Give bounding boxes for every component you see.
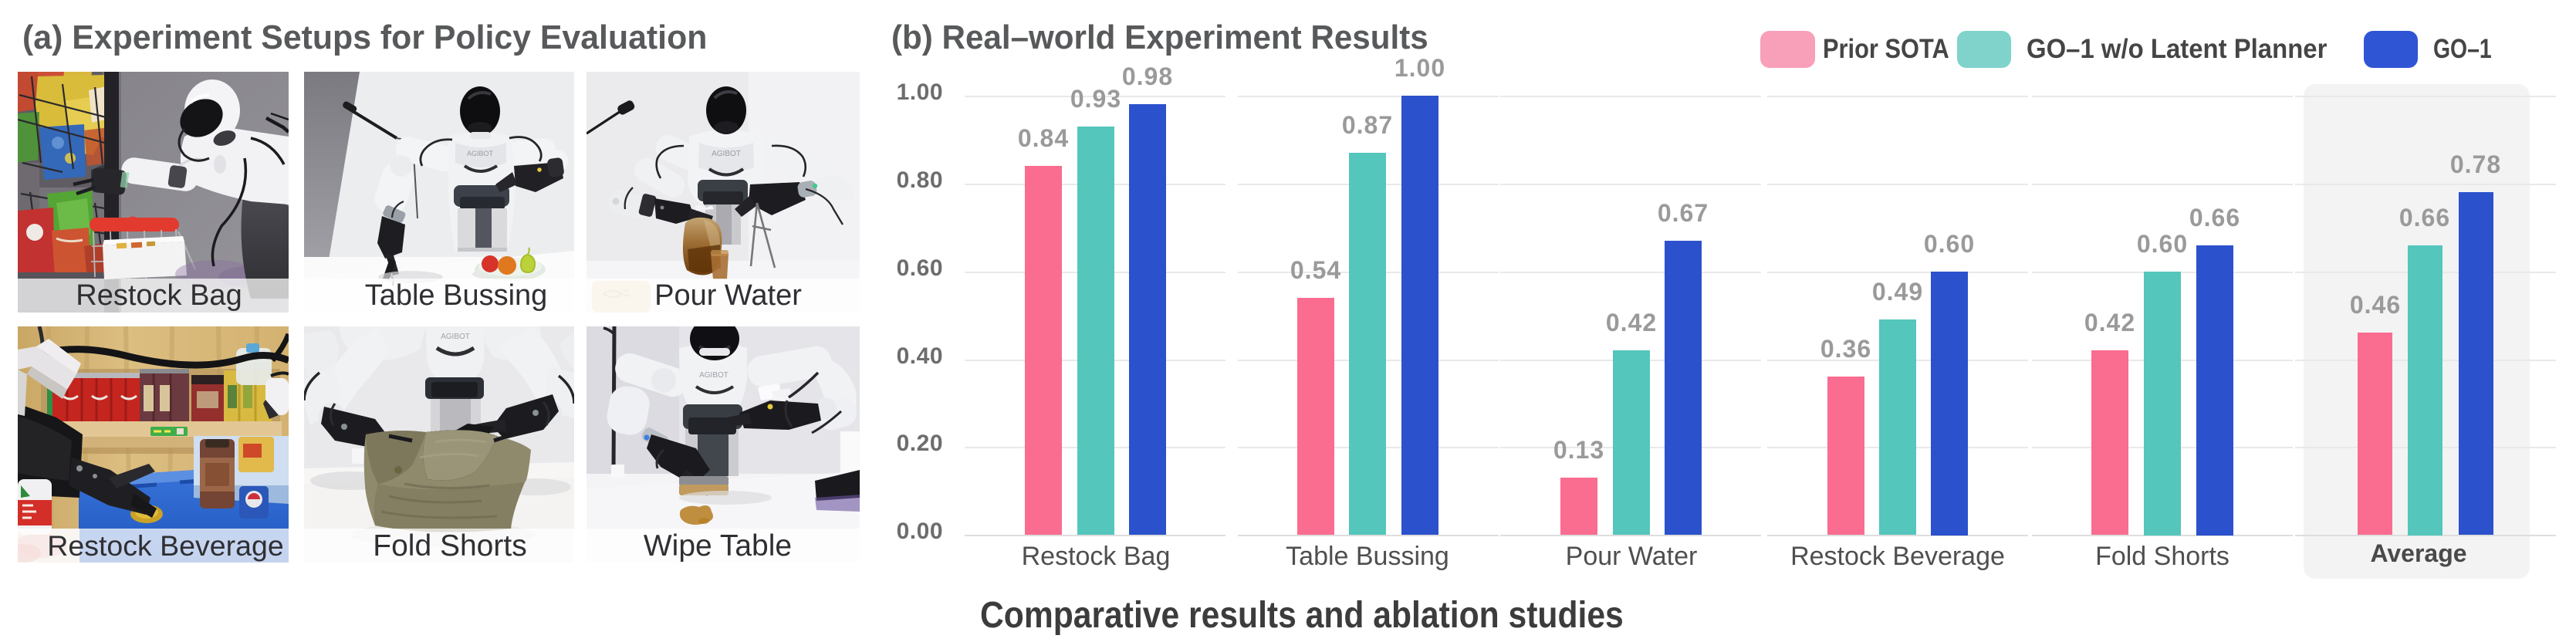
- svg-text:AGIBOT: AGIBOT: [699, 371, 729, 380]
- svg-text:AGIBOT: AGIBOT: [441, 333, 470, 341]
- svg-text:AGIBOT: AGIBOT: [712, 150, 741, 158]
- svg-text:AGIBOT: AGIBOT: [467, 150, 494, 157]
